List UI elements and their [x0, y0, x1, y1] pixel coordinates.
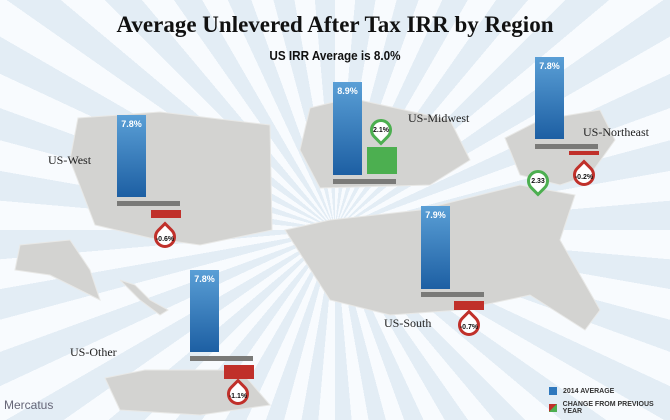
bar-value-northeast: 7.8%	[539, 61, 560, 72]
bar-value-midwest: 8.9%	[337, 85, 358, 96]
legend-label: CHANGE FROM PREVIOUS YEAR	[562, 401, 654, 415]
change-label-south: -0.7%	[459, 324, 479, 331]
chart-subtitle: US IRR Average is 8.0%	[269, 48, 401, 63]
change-bar-south	[454, 301, 484, 311]
change-bar-northeast	[569, 151, 599, 155]
legend-label: 2014 AVERAGE	[563, 387, 615, 395]
change-bar-other	[224, 365, 254, 380]
baseline-northeast	[535, 144, 598, 149]
map-puerto-rico	[104, 369, 271, 416]
change-bar-midwest	[367, 146, 397, 174]
change-bar-west	[151, 210, 181, 218]
legend-item-average: 2014 AVERAGE	[549, 387, 614, 395]
map-hawaii	[119, 279, 169, 316]
bar-west-2014: 7.8%	[117, 115, 146, 197]
bar-value-other: 7.8%	[194, 274, 215, 285]
chart-title: Average Unlevered After Tax IRR by Regio…	[116, 12, 554, 37]
legend-item-change: CHANGE FROM PREVIOUS YEAR	[549, 401, 670, 415]
bar-value-south: 7.9%	[425, 210, 446, 221]
bar-value-west: 7.8%	[121, 119, 142, 130]
change-label-northeast: -0.2%	[574, 174, 594, 181]
baseline-other	[190, 356, 253, 361]
extra-marker-label: 2.33	[531, 178, 545, 185]
mercatus-logo: Mercatus	[4, 398, 54, 412]
region-label-south: US-South	[384, 316, 432, 330]
legend-swatch-red-green	[549, 404, 557, 412]
bar-midwest-2014: 8.9%	[333, 81, 362, 175]
bar-south-2014: 7.9%	[421, 206, 450, 289]
bar-northeast-2014: 7.8%	[535, 57, 564, 139]
change-label-midwest: 2.1%	[373, 127, 389, 134]
change-label-other: -1.1%	[228, 393, 248, 400]
region-label-northeast: US-Northeast	[583, 125, 649, 139]
region-label-west: US-West	[48, 153, 92, 167]
bar-other-2014: 7.8%	[190, 270, 219, 352]
change-label-west: -0.6%	[155, 236, 175, 243]
baseline-west	[117, 201, 180, 206]
legend-swatch-blue	[549, 387, 557, 395]
map-west	[69, 111, 273, 246]
baseline-midwest	[333, 179, 396, 184]
region-label-other: US-Other	[70, 345, 117, 359]
map-alaska	[14, 239, 101, 301]
baseline-south	[421, 292, 484, 297]
region-label-midwest: US-Midwest	[408, 111, 470, 125]
